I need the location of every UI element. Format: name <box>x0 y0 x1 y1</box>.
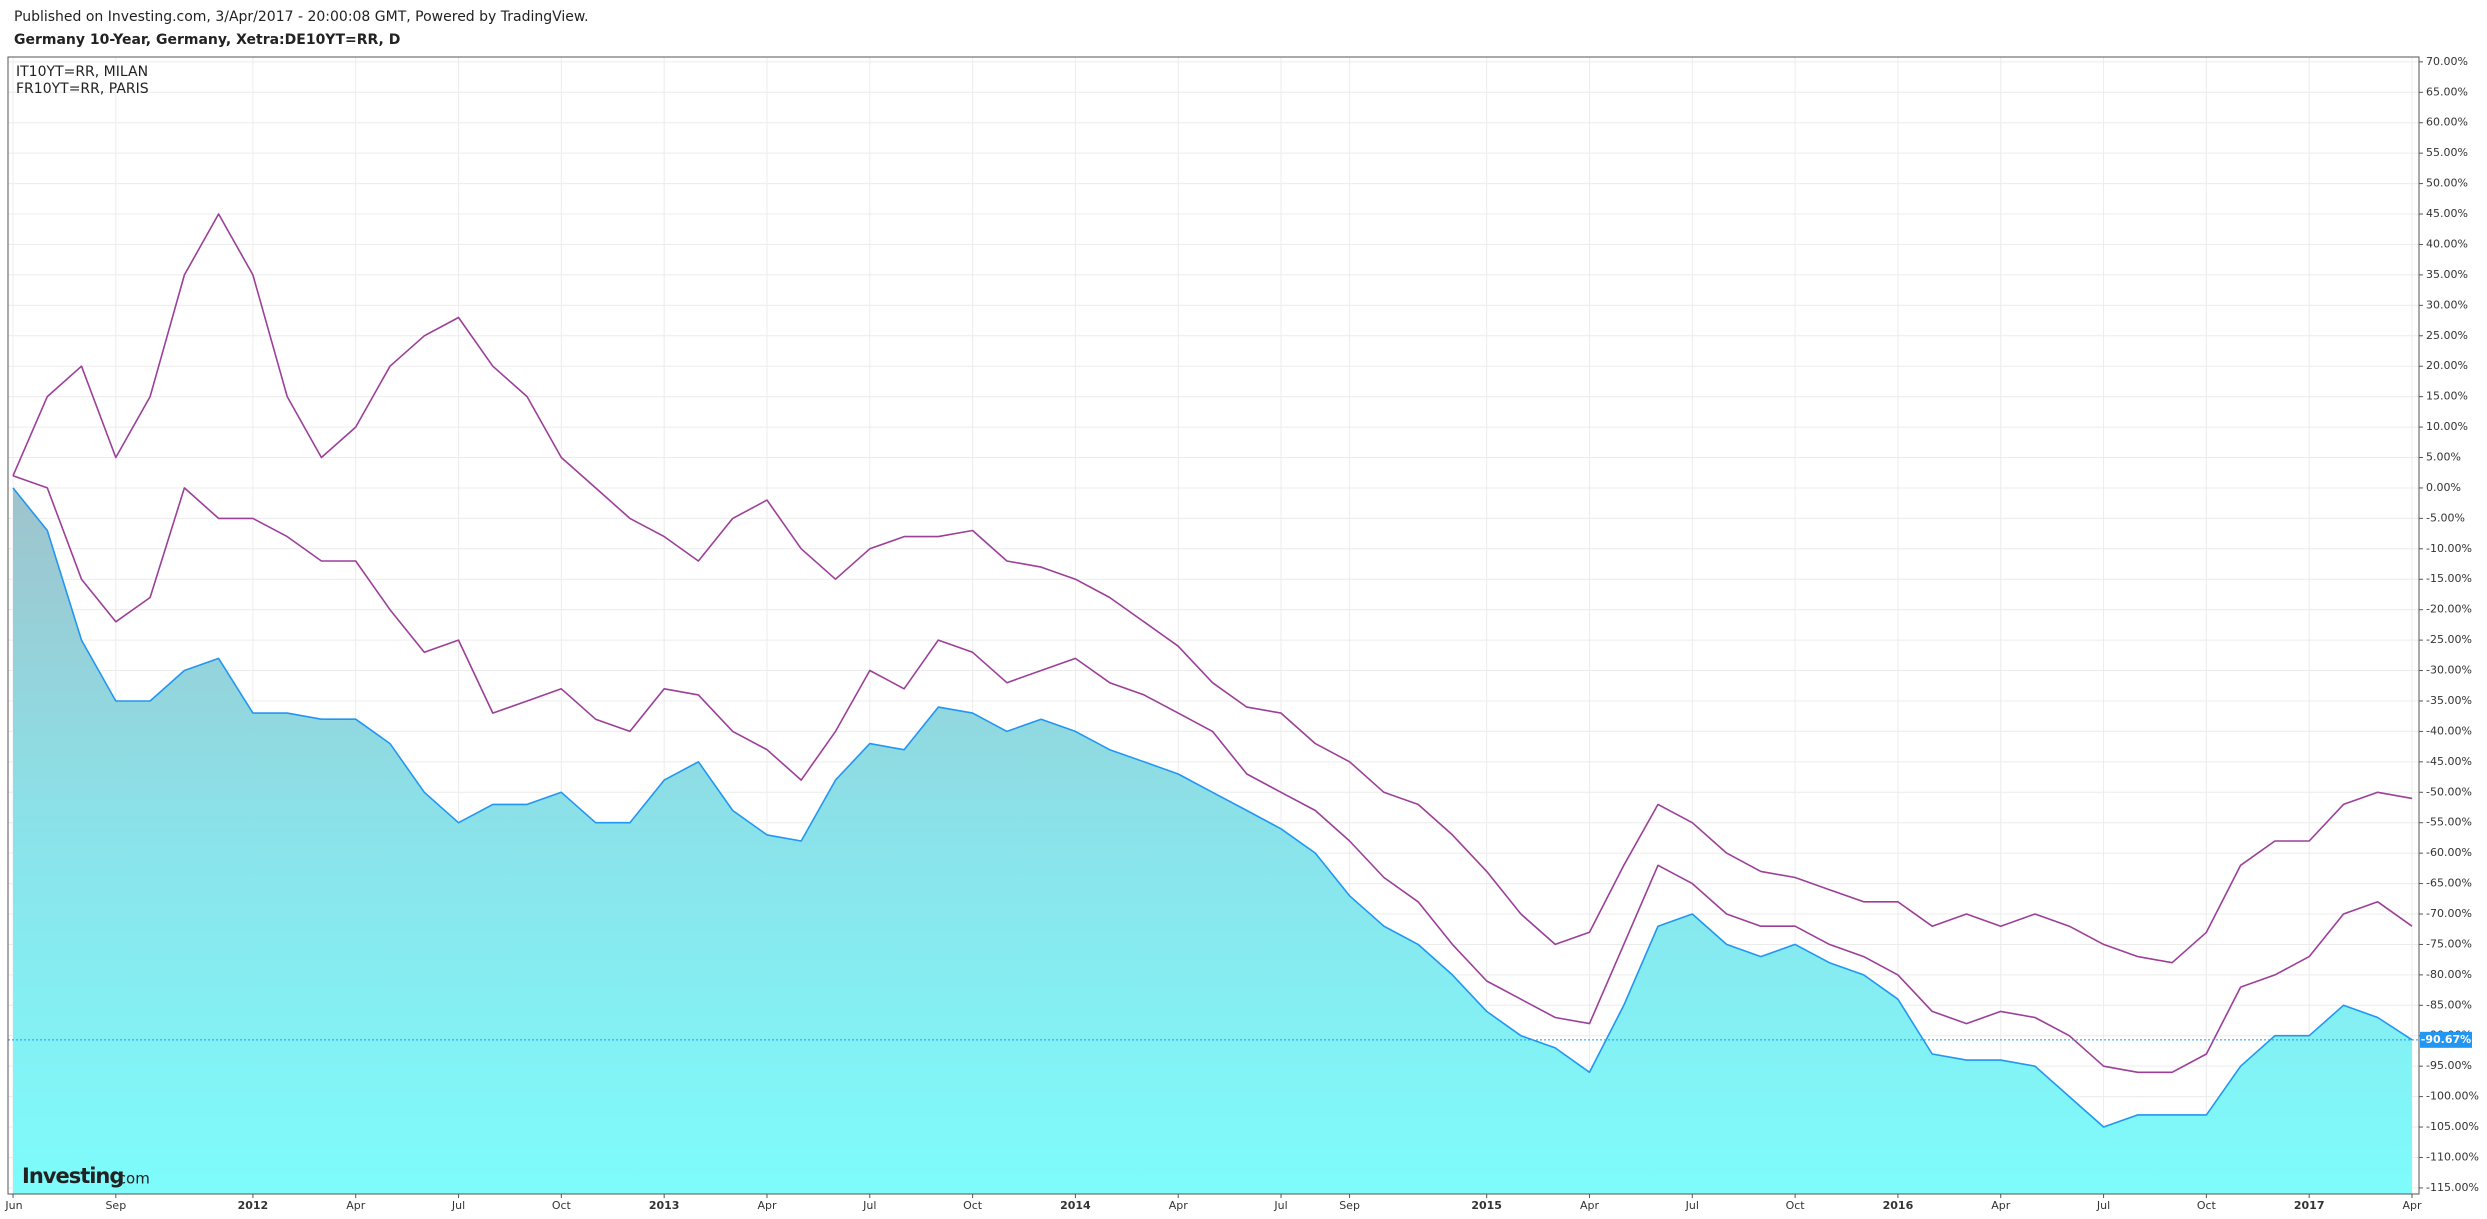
y-tick-label: -40.00% <box>2426 724 2472 737</box>
x-tick-label: Oct <box>552 1199 572 1212</box>
y-tick-label: 10.00% <box>2426 420 2468 433</box>
y-tick-label: 40.00% <box>2426 237 2468 250</box>
y-tick-label: -80.00% <box>2426 968 2472 981</box>
x-tick-label: Oct <box>1786 1199 1806 1212</box>
area-fill <box>13 487 2412 1194</box>
x-tick-label: Jul <box>451 1199 465 1212</box>
y-tick-label: -35.00% <box>2426 694 2472 707</box>
watermark-suffix: .com <box>113 1170 150 1188</box>
legend-label: FR10YT=RR, PARIS <box>16 81 149 97</box>
y-tick-label: 35.00% <box>2426 268 2468 281</box>
y-tick-label: 45.00% <box>2426 207 2468 220</box>
y-tick-label: -100.00% <box>2426 1090 2479 1103</box>
y-tick-label: -60.00% <box>2426 846 2472 859</box>
watermark: Investing .com <box>22 1164 150 1188</box>
series-line <box>12 475 2413 1074</box>
y-tick-label: -65.00% <box>2426 877 2472 890</box>
plot-frame <box>7 56 2420 1195</box>
y-tick-label: 5.00% <box>2426 451 2461 464</box>
x-tick-label: Sep <box>1339 1199 1360 1212</box>
x-tick-label: Apr <box>2402 1199 2422 1212</box>
y-tick-label: -85.00% <box>2426 998 2472 1011</box>
x-tick-label: 2013 <box>649 1199 680 1212</box>
y-tick-label: 0.00% <box>2426 481 2461 494</box>
y-tick-label: -115.00% <box>2426 1181 2479 1194</box>
x-tick-label: Jul <box>1685 1199 1699 1212</box>
y-tick-label: -30.00% <box>2426 664 2472 677</box>
series-line <box>12 213 2413 964</box>
y-tick-label: 65.00% <box>2426 85 2468 98</box>
y-tick-label: -5.00% <box>2426 511 2465 524</box>
y-tick-label: -70.00% <box>2426 907 2472 920</box>
x-tick-label: Sep <box>105 1199 126 1212</box>
chart-title: Germany 10-Year, Germany, Xetra:DE10YT=R… <box>14 32 400 48</box>
x-tick-label: 2014 <box>1060 1199 1091 1212</box>
y-tick-label: 30.00% <box>2426 298 2468 311</box>
x-tick-label: Oct <box>2197 1199 2217 1212</box>
y-tick-label: 20.00% <box>2426 359 2468 372</box>
x-tick-label: Apr <box>757 1199 777 1212</box>
x-tick-label: Apr <box>1991 1199 2011 1212</box>
x-tick-label: Apr <box>1580 1199 1600 1212</box>
x-tick-label: 2017 <box>2294 1199 2325 1212</box>
y-tick-label: -45.00% <box>2426 755 2472 768</box>
y-tick-label: -105.00% <box>2426 1120 2479 1133</box>
series-line <box>12 487 2413 1128</box>
watermark-text: Investing <box>22 1164 123 1188</box>
x-tick-label: Jul <box>1273 1199 1287 1212</box>
y-tick-label: 55.00% <box>2426 146 2468 159</box>
y-tick-label: -55.00% <box>2426 816 2472 829</box>
y-tick-label: -10.00% <box>2426 542 2472 555</box>
y-tick-label: 25.00% <box>2426 329 2468 342</box>
price-label: -90.67% <box>2421 1033 2471 1046</box>
x-tick-label: 2012 <box>238 1199 269 1212</box>
y-tick-label: -50.00% <box>2426 785 2472 798</box>
x-tick-label: Jun <box>4 1199 22 1212</box>
y-tick-label: -75.00% <box>2426 937 2472 950</box>
x-tick-label: Jul <box>862 1199 876 1212</box>
y-tick-label: 60.00% <box>2426 116 2468 129</box>
caption: Published on Investing.com, 3/Apr/2017 -… <box>14 9 589 25</box>
x-tick-label: 2015 <box>1471 1199 1502 1212</box>
price-label-box <box>2420 1031 2472 1048</box>
y-tick-label: 70.00% <box>2426 55 2468 68</box>
legend-label: IT10YT=RR, MILAN <box>16 64 148 80</box>
x-tick-label: Jul <box>2096 1199 2110 1212</box>
x-tick-label: Apr <box>1169 1199 1189 1212</box>
y-tick-label: -20.00% <box>2426 603 2472 616</box>
y-tick-label: 50.00% <box>2426 177 2468 190</box>
y-tick-label: -25.00% <box>2426 633 2472 646</box>
y-tick-label: -110.00% <box>2426 1150 2479 1163</box>
y-tick-label: 15.00% <box>2426 390 2468 403</box>
x-tick-label: 2016 <box>1883 1199 1914 1212</box>
x-tick-label: Oct <box>963 1199 983 1212</box>
y-tick-label: -95.00% <box>2426 1059 2472 1072</box>
x-tick-label: Apr <box>346 1199 366 1212</box>
y-tick-label: -15.00% <box>2426 572 2472 585</box>
